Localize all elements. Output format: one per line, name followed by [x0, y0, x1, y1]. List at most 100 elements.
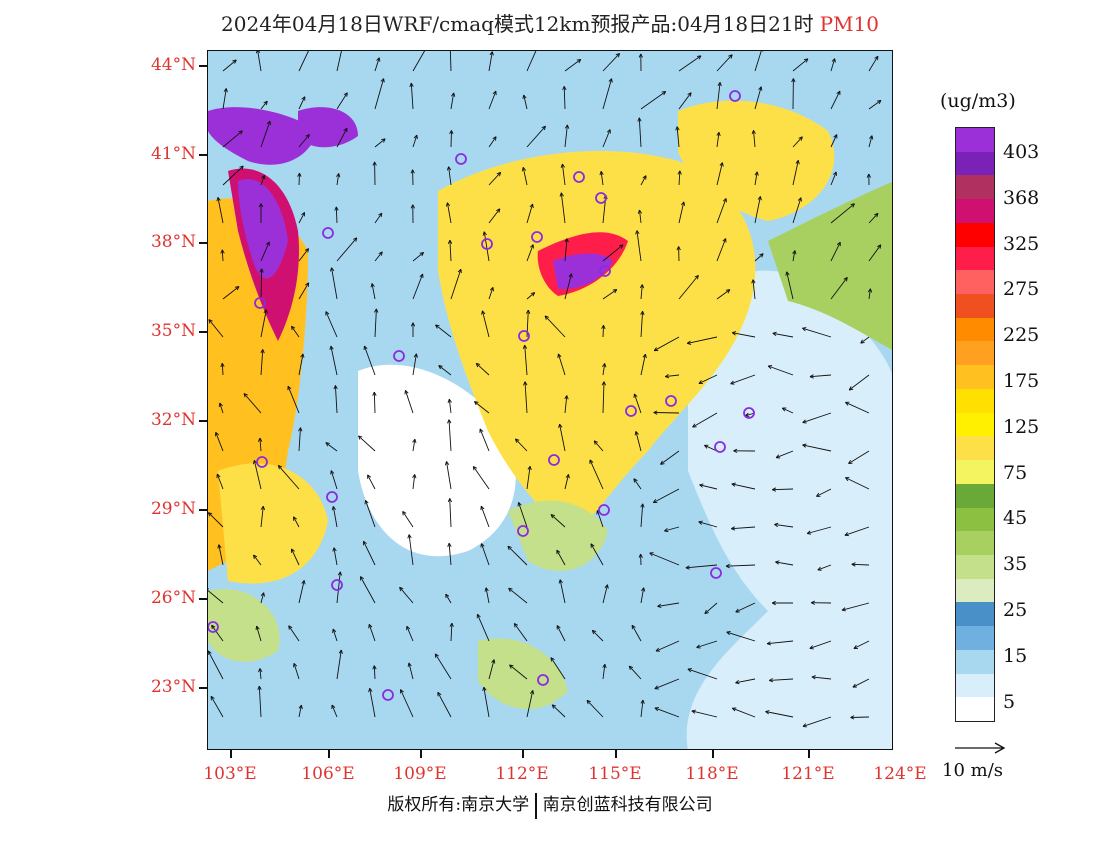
wind-vector [678, 201, 685, 224]
wind-vector [298, 427, 301, 452]
wind-vector-head [798, 136, 803, 139]
wind-vector [792, 58, 809, 72]
wind-vector-head [300, 704, 303, 710]
chart-title: 2024年04月18日WRF/cmaq模式12km预报产品:04月18日21时 P… [0, 8, 1100, 37]
wind-vector [298, 705, 302, 718]
wind-vector-head [263, 309, 267, 314]
wind-vector-head [765, 711, 769, 715]
wind-vector [485, 587, 490, 604]
longitude-tick [328, 750, 330, 758]
legend-swatch [956, 626, 994, 651]
wind-vector-head [523, 381, 526, 386]
wind-vector [363, 345, 376, 376]
city-station-marker [517, 525, 529, 537]
wind-vector-head [291, 548, 295, 552]
wind-vector-head [592, 629, 597, 633]
legend-unit: (ug/m3) [940, 90, 1016, 112]
wind-vector-head [564, 238, 568, 243]
wind-vector-head [419, 251, 424, 254]
wind-vector [260, 268, 263, 300]
wind-vector [653, 412, 680, 414]
city-station-marker [625, 405, 637, 417]
wind-vector-head [869, 135, 873, 139]
wind-vector [640, 699, 644, 718]
wind-vector-head [307, 248, 310, 253]
wind-vector-head [676, 246, 680, 251]
wind-vector [374, 308, 377, 338]
wind-vector-head [335, 385, 338, 390]
wind-vector-head [652, 499, 657, 503]
wind-vector-head [336, 173, 340, 177]
wind-vector [792, 197, 802, 224]
wind-vector-head [640, 553, 643, 558]
wind-vector [591, 629, 604, 642]
wind-vector [699, 484, 718, 490]
legend-swatch [956, 578, 994, 603]
wind-vector-head [689, 92, 692, 97]
wind-vector [782, 407, 794, 414]
wind-vector-head [654, 685, 658, 690]
wind-vector [809, 640, 832, 649]
wind-vector-head [805, 58, 809, 63]
legend-swatch [956, 436, 994, 461]
wind-vector [636, 230, 642, 262]
pm10-plume-purple [238, 179, 288, 279]
wind-vector-head [509, 664, 514, 667]
wind-vector-head [559, 579, 563, 584]
wind-vector-head [410, 82, 414, 87]
wind-vector-head [435, 324, 440, 327]
wind-vector-head [453, 92, 456, 97]
wind-vector [654, 707, 680, 718]
wind-vector [483, 231, 490, 262]
wind-vector-head [219, 402, 223, 407]
wind-vector [602, 363, 606, 376]
wind-vector [435, 324, 452, 338]
wind-vector-head [649, 552, 653, 557]
wind-vector-head [325, 442, 330, 444]
wind-vector-head [686, 340, 691, 344]
wind-vector-head [526, 309, 529, 314]
wind-vector [221, 249, 224, 262]
wind-vector-head [774, 524, 778, 528]
wind-vector [830, 171, 837, 186]
wind-vector [802, 327, 832, 338]
wind-vector-head [496, 208, 501, 212]
yellow-region-central [438, 151, 756, 531]
wind-vector-head [731, 482, 736, 485]
wind-vector-head [718, 132, 721, 137]
wind-vector-head [694, 274, 699, 278]
wind-vector-head [332, 547, 335, 552]
wind-vector [360, 576, 376, 604]
wind-vector-head [522, 344, 526, 349]
wind-vector-head [298, 427, 301, 432]
wind-vector [208, 512, 224, 528]
wind-vector-head [473, 401, 477, 406]
wind-vector-head [809, 376, 814, 379]
wind-vector [716, 82, 721, 110]
wind-vector [368, 624, 376, 642]
wind-vector [848, 374, 870, 391]
wind-vector-head [373, 665, 377, 670]
wind-vector-head [325, 311, 330, 315]
wind-vector [445, 593, 452, 604]
wind-vector-head [851, 563, 856, 567]
wind-vector-head [719, 162, 723, 166]
wind-vector [868, 244, 882, 262]
wind-vector-head [415, 353, 418, 358]
wind-vector-head [360, 576, 364, 580]
wind-vector [657, 602, 680, 607]
wind-vector-head [406, 625, 411, 630]
wind-vector-head [602, 363, 606, 367]
wind-vector-head [402, 511, 404, 516]
longitude-label: 124°E [873, 764, 927, 784]
wind-vector-head [402, 511, 407, 514]
wind-vector-head [640, 53, 643, 58]
wind-vector [222, 130, 243, 148]
wind-vector-head [586, 699, 591, 703]
wind-vector-head [514, 623, 519, 626]
wind-vector-head [811, 676, 816, 680]
wind-vector-head [600, 171, 604, 175]
wind-vector-head [278, 464, 283, 468]
wind-vector [508, 587, 528, 604]
wind-vector-head [489, 286, 494, 291]
